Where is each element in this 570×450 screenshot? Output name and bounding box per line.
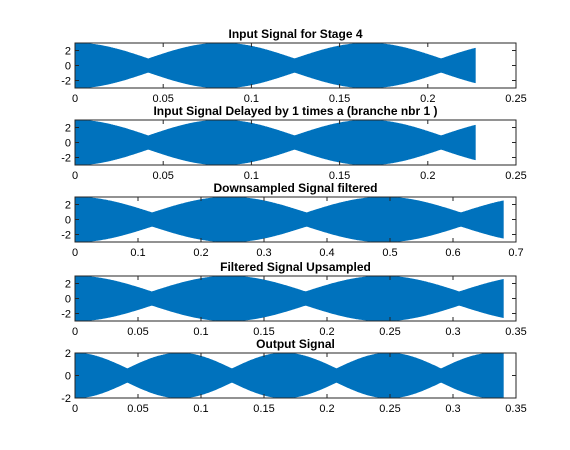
y-tick-label: 0 <box>65 371 71 383</box>
x-tick-label: 0.4 <box>319 247 334 259</box>
x-tick-label: 0.3 <box>256 247 271 259</box>
x-tick-label: 0.15 <box>253 403 274 415</box>
x-tick-label: 0.15 <box>329 93 350 105</box>
y-tick-label: 2 <box>65 279 71 291</box>
x-tick-label: 0.1 <box>244 93 259 105</box>
y-tick-label: -2 <box>61 153 71 165</box>
x-tick-label: 0.05 <box>127 403 148 415</box>
x-tick-label: 0 <box>72 170 78 182</box>
x-tick-label: 0.25 <box>379 403 400 415</box>
signal-series <box>74 42 476 89</box>
subplot-title: Downsampled Signal filtered <box>213 181 377 195</box>
y-tick-label: 0 <box>65 61 71 73</box>
y-tick-label: 2 <box>65 123 71 135</box>
x-tick-label: 0.05 <box>127 326 148 338</box>
y-tick-label: -2 <box>61 393 71 405</box>
subplot-title: Output Signal <box>256 337 335 351</box>
x-tick-label: 0 <box>72 93 78 105</box>
subplot-title: Filtered Signal Upsampled <box>220 260 371 274</box>
x-tick-label: 0.3 <box>445 403 460 415</box>
subplot-title: Input Signal for Stage 4 <box>228 27 362 41</box>
subplot-title: Input Signal Delayed by 1 times a (branc… <box>153 104 437 118</box>
x-tick-label: 0.2 <box>193 247 208 259</box>
x-tick-label: 0 <box>72 403 78 415</box>
x-tick-label: 0.7 <box>508 247 523 259</box>
x-tick-label: 0.1 <box>193 326 208 338</box>
x-tick-label: 0.2 <box>319 326 334 338</box>
y-tick-label: 2 <box>65 348 71 360</box>
x-tick-label: 0.2 <box>420 170 435 182</box>
x-tick-label: 0.25 <box>505 93 526 105</box>
signal-series <box>74 352 504 399</box>
y-tick-label: 0 <box>65 215 71 227</box>
y-tick-label: -2 <box>61 309 71 321</box>
y-tick-label: 0 <box>65 294 71 306</box>
x-tick-label: 0.05 <box>152 93 173 105</box>
x-tick-label: 0.3 <box>445 326 460 338</box>
x-tick-label: 0 <box>72 326 78 338</box>
x-tick-label: 0.25 <box>505 170 526 182</box>
x-tick-label: 0.5 <box>382 247 397 259</box>
x-tick-label: 0.15 <box>253 326 274 338</box>
x-tick-label: 0.05 <box>152 170 173 182</box>
x-tick-label: 0.1 <box>193 403 208 415</box>
x-tick-label: 0.35 <box>505 403 526 415</box>
x-tick-label: 0.2 <box>319 403 334 415</box>
signal-series <box>74 275 504 322</box>
y-tick-label: -2 <box>61 76 71 88</box>
y-tick-label: 0 <box>65 138 71 150</box>
signal-series <box>74 119 476 166</box>
x-tick-label: 0.25 <box>379 326 400 338</box>
x-tick-label: 0.2 <box>420 93 435 105</box>
y-tick-label: 2 <box>65 200 71 212</box>
x-tick-label: 0.35 <box>505 326 526 338</box>
y-tick-label: -2 <box>61 230 71 242</box>
x-tick-label: 0.1 <box>130 247 145 259</box>
y-tick-label: 2 <box>65 46 71 58</box>
x-tick-label: 0.6 <box>445 247 460 259</box>
x-tick-label: 0.1 <box>244 170 259 182</box>
x-tick-label: 0.15 <box>329 170 350 182</box>
signal-series <box>74 196 504 243</box>
x-tick-label: 0 <box>72 247 78 259</box>
